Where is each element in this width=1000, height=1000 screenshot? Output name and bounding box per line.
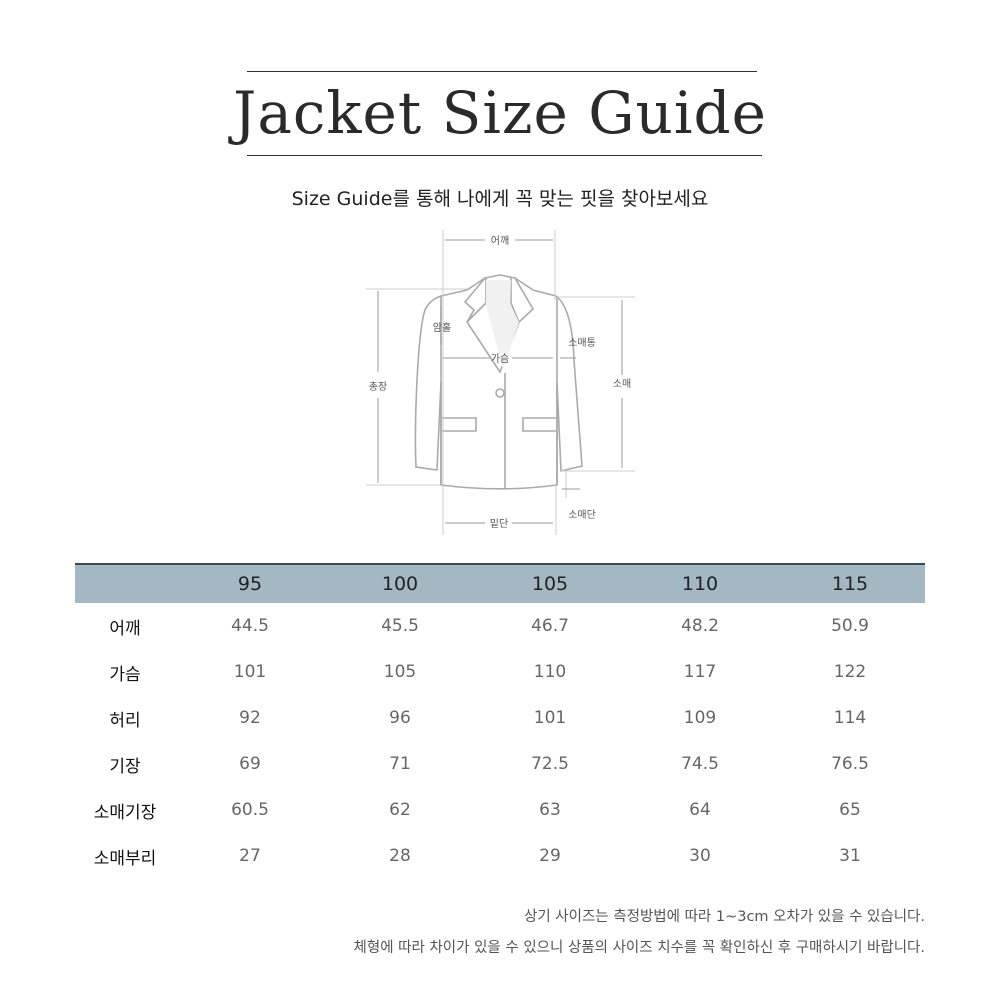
table-row: 가슴 101 105 110 117 122 (75, 649, 925, 695)
table-cell: 31 (839, 846, 861, 866)
table-row: 소매기장 60.5 62 63 64 65 (75, 787, 925, 833)
label-chest: 가슴 (491, 353, 509, 365)
header-size: 105 (531, 573, 569, 595)
table-cell: 64 (689, 800, 711, 820)
note-body-type: 체형에 따라 차이가 있을 수 있으니 상품의 사이즈 치수를 꼭 확인하신 후… (353, 940, 925, 956)
table-cell: 117 (683, 662, 717, 682)
label-sleeve-width: 소매통 (568, 337, 596, 349)
header-size: 100 (381, 573, 419, 595)
table-cell: 109 (683, 708, 717, 728)
jacket-diagram: 어깨 암홀 가슴 소매통 총장 소매 밑단 소매단 (366, 230, 635, 535)
table-cell: 71 (389, 754, 411, 774)
header-size: 115 (831, 573, 869, 595)
table-cell: 60.5 (231, 800, 269, 820)
table-cell: 101 (233, 662, 267, 682)
table-cell: 29 (539, 846, 561, 866)
table-cell: 28 (389, 846, 411, 866)
label-armhole: 암홀 (433, 321, 451, 334)
table-header: 95 100 105 110 115 (75, 563, 925, 603)
table-cell: 65 (839, 800, 861, 820)
table-row: 기장 69 71 72.5 74.5 76.5 (75, 741, 925, 787)
table-cell: 44.5 (231, 616, 269, 636)
label-total-length: 총장 (369, 381, 387, 393)
table-cell: 76.5 (831, 754, 869, 774)
title-top-rule (247, 71, 757, 72)
table-row: 허리 92 96 101 109 114 (75, 695, 925, 741)
label-hem: 밑단 (490, 518, 508, 530)
table-cell: 96 (389, 708, 411, 728)
page-subtitle: Size Guide를 통해 나에게 꼭 맞는 핏을 찾아보세요 (291, 188, 709, 210)
header-size: 110 (681, 573, 719, 595)
table-cell: 122 (833, 662, 867, 682)
header-size: 95 (237, 573, 263, 595)
row-label: 가슴 (109, 664, 141, 685)
label-shoulder: 어깨 (491, 235, 509, 247)
table-cell: 69 (239, 754, 261, 774)
table-cell: 72.5 (531, 754, 569, 774)
row-label: 소매부리 (93, 848, 157, 869)
label-sleeve: 소매 (613, 378, 631, 390)
page-title: Jacket Size Guide (233, 79, 767, 147)
table-cell: 50.9 (831, 616, 869, 636)
table-cell: 30 (689, 846, 711, 866)
label-sleeve-hem: 소매단 (568, 509, 596, 521)
table-row: 소매부리 27 28 29 30 31 (75, 833, 925, 879)
table-cell: 74.5 (681, 754, 719, 774)
table-cell: 101 (533, 708, 567, 728)
table-cell: 63 (539, 800, 561, 820)
table-cell: 114 (833, 708, 867, 728)
measure-lines (366, 230, 635, 535)
title-bottom-rule (247, 155, 762, 156)
row-label: 소매기장 (93, 802, 157, 823)
table-cell: 105 (383, 662, 417, 682)
table-cell: 27 (239, 846, 261, 866)
row-label: 어깨 (109, 618, 141, 639)
size-table: 95 100 105 110 115 어깨 44.5 45.5 46.7 48.2 50.… (75, 563, 925, 879)
table-cell: 62 (389, 800, 411, 820)
table-body: 어깨 44.5 45.5 46.7 48.2 50.9 가슴 101 105 110 117 122 허… (75, 603, 925, 879)
table-cell: 46.7 (531, 616, 569, 636)
measure-arrows (377, 239, 623, 524)
table-cell: 110 (533, 662, 567, 682)
table-row: 어깨 44.5 45.5 46.7 48.2 50.9 (75, 603, 925, 649)
note-measurement: 상기 사이즈는 측정방법에 따라 1~3cm 오차가 있을 수 있습니다. (524, 909, 925, 925)
row-label: 기장 (109, 756, 141, 777)
row-label: 허리 (109, 710, 141, 731)
table-cell: 45.5 (381, 616, 419, 636)
table-cell: 92 (239, 708, 261, 728)
table-cell: 48.2 (681, 616, 719, 636)
